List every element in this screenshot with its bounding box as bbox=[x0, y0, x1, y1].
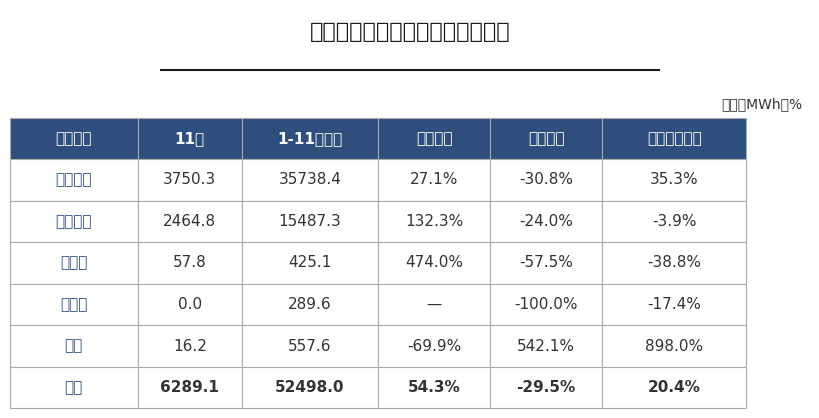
Text: -57.5%: -57.5% bbox=[518, 255, 572, 270]
Text: 锰酸锂: 锰酸锂 bbox=[60, 255, 87, 270]
Text: 同比累计增长: 同比累计增长 bbox=[646, 131, 701, 146]
Bar bbox=[10, 325, 138, 367]
Text: 合计: 合计 bbox=[65, 380, 83, 395]
Text: 35738.4: 35738.4 bbox=[278, 173, 341, 187]
Bar bbox=[378, 367, 490, 408]
Bar bbox=[138, 325, 242, 367]
Text: 其他: 其他 bbox=[65, 339, 83, 354]
Text: -24.0%: -24.0% bbox=[518, 214, 572, 229]
Text: 2464.8: 2464.8 bbox=[163, 214, 216, 229]
Text: 环比增长: 环比增长 bbox=[415, 131, 452, 146]
Bar bbox=[601, 201, 745, 242]
Text: 20.4%: 20.4% bbox=[647, 380, 700, 395]
Text: -3.9%: -3.9% bbox=[651, 214, 695, 229]
Bar bbox=[378, 242, 490, 284]
Bar bbox=[10, 201, 138, 242]
Text: 三元材料: 三元材料 bbox=[56, 173, 92, 187]
Text: 35.3%: 35.3% bbox=[649, 173, 698, 187]
Bar bbox=[242, 284, 378, 325]
Text: —: — bbox=[426, 297, 441, 312]
Text: 单位：MWh、%: 单位：MWh、% bbox=[720, 97, 801, 111]
Bar bbox=[242, 367, 378, 408]
Bar bbox=[242, 325, 378, 367]
Text: 16.2: 16.2 bbox=[173, 339, 206, 354]
Bar bbox=[10, 242, 138, 284]
Bar bbox=[138, 201, 242, 242]
Text: 542.1%: 542.1% bbox=[517, 339, 574, 354]
Bar bbox=[378, 117, 490, 159]
Bar bbox=[138, 367, 242, 408]
Text: 57.8: 57.8 bbox=[173, 255, 206, 270]
Bar bbox=[601, 117, 745, 159]
Bar bbox=[138, 159, 242, 201]
Bar bbox=[601, 159, 745, 201]
Text: 1-11月累计: 1-11月累计 bbox=[277, 131, 342, 146]
Bar bbox=[601, 284, 745, 325]
Text: 按材料类型划分的动力电池装车量: 按材料类型划分的动力电池装车量 bbox=[310, 22, 509, 42]
Bar bbox=[378, 159, 490, 201]
Text: 27.1%: 27.1% bbox=[410, 173, 458, 187]
Bar bbox=[10, 117, 138, 159]
Bar bbox=[138, 242, 242, 284]
Bar bbox=[10, 284, 138, 325]
Bar bbox=[138, 117, 242, 159]
Bar bbox=[601, 242, 745, 284]
Text: -17.4%: -17.4% bbox=[646, 297, 700, 312]
Bar bbox=[138, 284, 242, 325]
Text: 474.0%: 474.0% bbox=[405, 255, 463, 270]
Bar bbox=[601, 325, 745, 367]
Text: 磷酸铁锂: 磷酸铁锂 bbox=[56, 214, 92, 229]
Bar bbox=[10, 159, 138, 201]
Bar bbox=[490, 242, 601, 284]
Bar bbox=[378, 325, 490, 367]
Text: 同比增长: 同比增长 bbox=[527, 131, 563, 146]
Text: 289.6: 289.6 bbox=[287, 297, 332, 312]
Bar bbox=[490, 117, 601, 159]
Text: -38.8%: -38.8% bbox=[646, 255, 700, 270]
Text: 425.1: 425.1 bbox=[287, 255, 331, 270]
Bar bbox=[490, 367, 601, 408]
Text: -29.5%: -29.5% bbox=[516, 380, 575, 395]
Text: -69.9%: -69.9% bbox=[406, 339, 460, 354]
Text: 3750.3: 3750.3 bbox=[163, 173, 216, 187]
Text: 898.0%: 898.0% bbox=[645, 339, 703, 354]
Bar bbox=[378, 284, 490, 325]
Bar bbox=[490, 284, 601, 325]
Bar bbox=[242, 159, 378, 201]
Text: 557.6: 557.6 bbox=[287, 339, 331, 354]
Text: 6289.1: 6289.1 bbox=[161, 380, 219, 395]
Text: 52498.0: 52498.0 bbox=[275, 380, 344, 395]
Bar bbox=[378, 201, 490, 242]
Text: 材料种类: 材料种类 bbox=[56, 131, 92, 146]
Bar bbox=[242, 242, 378, 284]
Text: 15487.3: 15487.3 bbox=[278, 214, 341, 229]
Bar bbox=[490, 159, 601, 201]
Bar bbox=[490, 325, 601, 367]
Bar bbox=[490, 201, 601, 242]
Text: -100.0%: -100.0% bbox=[514, 297, 577, 312]
Bar bbox=[242, 201, 378, 242]
Text: 0.0: 0.0 bbox=[178, 297, 201, 312]
Bar bbox=[601, 367, 745, 408]
Text: 钛酸锂: 钛酸锂 bbox=[60, 297, 87, 312]
Bar bbox=[242, 117, 378, 159]
Text: 11月: 11月 bbox=[174, 131, 205, 146]
Text: -30.8%: -30.8% bbox=[518, 173, 572, 187]
Text: 132.3%: 132.3% bbox=[405, 214, 463, 229]
Text: 54.3%: 54.3% bbox=[407, 380, 459, 395]
Bar bbox=[10, 367, 138, 408]
